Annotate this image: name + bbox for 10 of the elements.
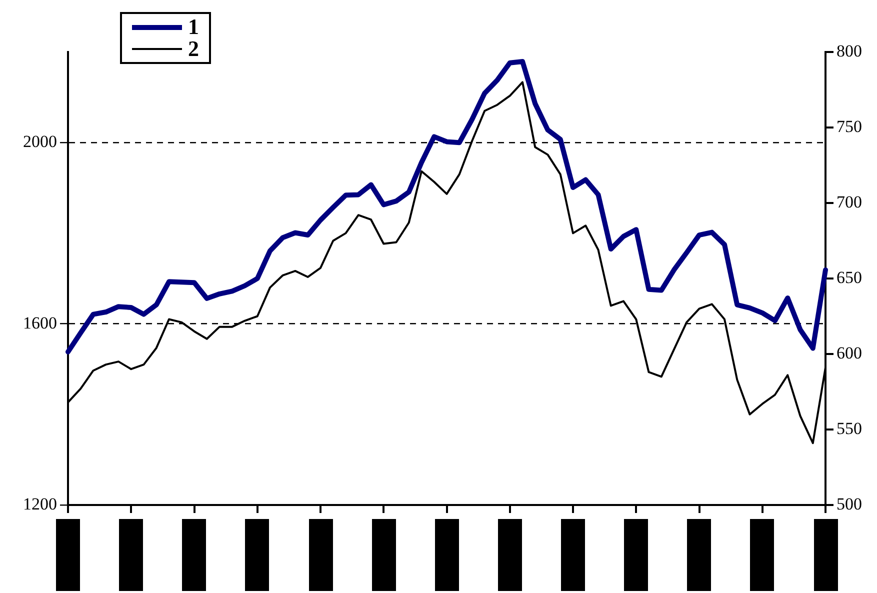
y2-tick-label: 750 — [836, 116, 862, 136]
y2-tick-label: 800 — [836, 41, 862, 60]
y2-tick-label: 550 — [836, 418, 862, 438]
y-tick-label: 1600 — [23, 313, 57, 332]
y2-tick-label: 700 — [836, 192, 862, 212]
y-tick-label: 1200 — [23, 494, 57, 514]
y2-tick-label: 500 — [836, 494, 862, 514]
y2-tick-label: 650 — [836, 268, 862, 287]
y2-tick-label: 600 — [836, 343, 862, 362]
y-tick-label: 2000 — [23, 132, 57, 152]
